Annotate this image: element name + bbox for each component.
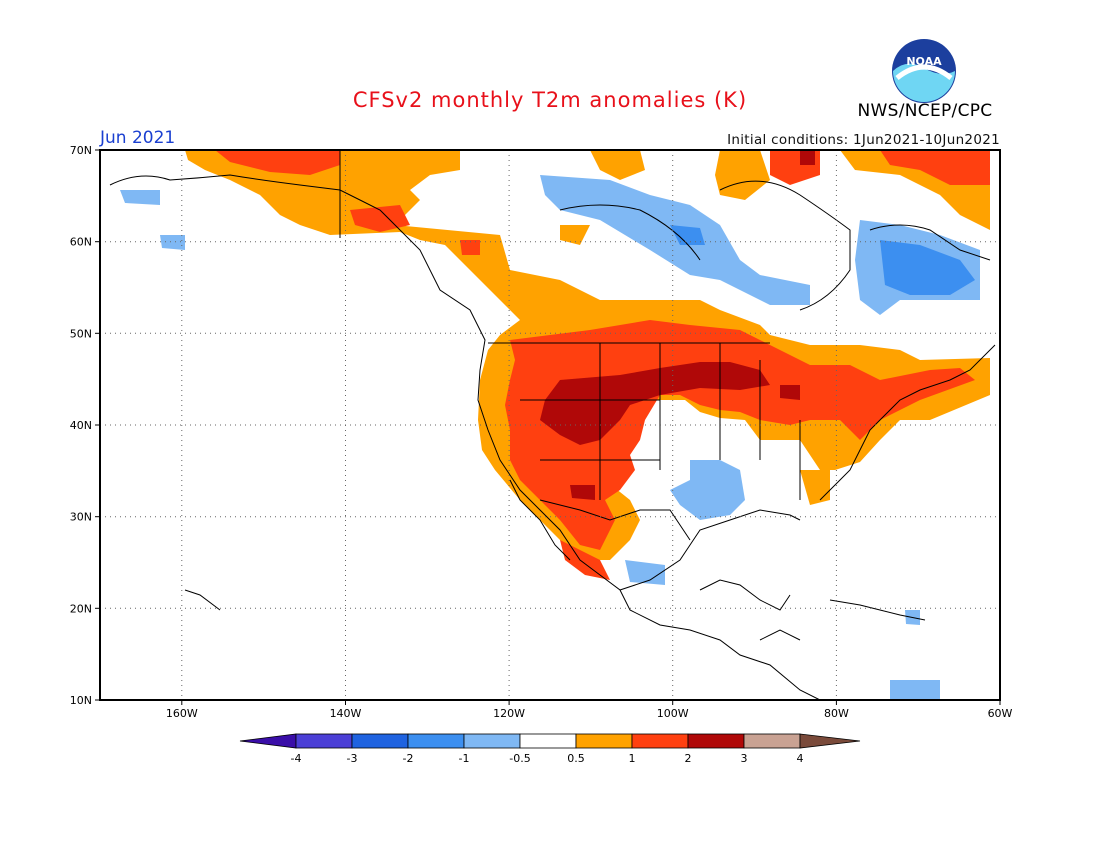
longitude-labels: 160W 140W 120W 100W 80W 60W (166, 707, 1013, 720)
color-bar (239, 733, 861, 749)
graticule (100, 150, 1000, 700)
colorbar-swatch (407, 733, 465, 749)
colorbar-swatch (463, 733, 521, 749)
colorbar-swatch (519, 733, 577, 749)
colorbar-swatch (687, 733, 745, 749)
anomaly-2-3 (540, 150, 815, 500)
colorbar-label: 1 (629, 752, 636, 765)
noaa-logo: NOAA (892, 39, 956, 103)
colorbar-label: 0.5 (567, 752, 585, 765)
agency-label: NWS/NCEP/CPC (857, 101, 993, 121)
colorbar-swatch (631, 733, 689, 749)
colorbar-label: -3 (347, 752, 358, 765)
colorbar-label: -4 (291, 752, 302, 765)
lat-label: 30N (70, 511, 92, 524)
colorbar-swatch (239, 733, 297, 749)
colorbar-label: 2 (685, 752, 692, 765)
colorbar-swatch (799, 733, 861, 749)
lon-label: 140W (330, 707, 362, 720)
political-borders (339, 150, 801, 541)
lon-label: 100W (657, 707, 689, 720)
colorbar-labels: -4 -3 -2 -1 -0.5 0.5 1 2 3 4 (291, 752, 804, 765)
colorbar-label: 3 (741, 752, 748, 765)
forecast-month: Jun 2021 (100, 128, 176, 148)
latitude-labels: 70N 60N 50N 40N 30N 20N 10N (70, 144, 92, 707)
colorbar-swatch (575, 733, 633, 749)
colorbar-label: -1 (459, 752, 470, 765)
lat-label: 50N (70, 327, 92, 340)
colorbar-label: -2 (403, 752, 414, 765)
anomaly-shading (120, 150, 990, 700)
anomaly-neg1-neg2 (670, 225, 975, 295)
colorbar-swatch (351, 733, 409, 749)
map-title: CFSv2 monthly T2m anomalies (K) (352, 88, 748, 112)
initial-conditions: Initial conditions: 1Jun2021-10Jun2021 (727, 132, 1000, 148)
tick-marks (95, 149, 1001, 705)
lat-label: 10N (70, 694, 92, 707)
lat-label: 60N (70, 236, 92, 249)
lon-label: 120W (493, 707, 525, 720)
logo-text: NOAA (906, 55, 942, 68)
lat-label: 20N (70, 602, 92, 615)
lat-label: 40N (70, 419, 92, 432)
colorbar-label: -0.5 (509, 752, 530, 765)
lon-label: 60W (988, 707, 1013, 720)
colorbar-swatch (295, 733, 353, 749)
colorbar-swatch (743, 733, 801, 749)
lon-label: 80W (824, 707, 849, 720)
colorbar-label: 4 (797, 752, 804, 765)
lat-label: 70N (70, 144, 92, 157)
lon-label: 160W (166, 707, 198, 720)
